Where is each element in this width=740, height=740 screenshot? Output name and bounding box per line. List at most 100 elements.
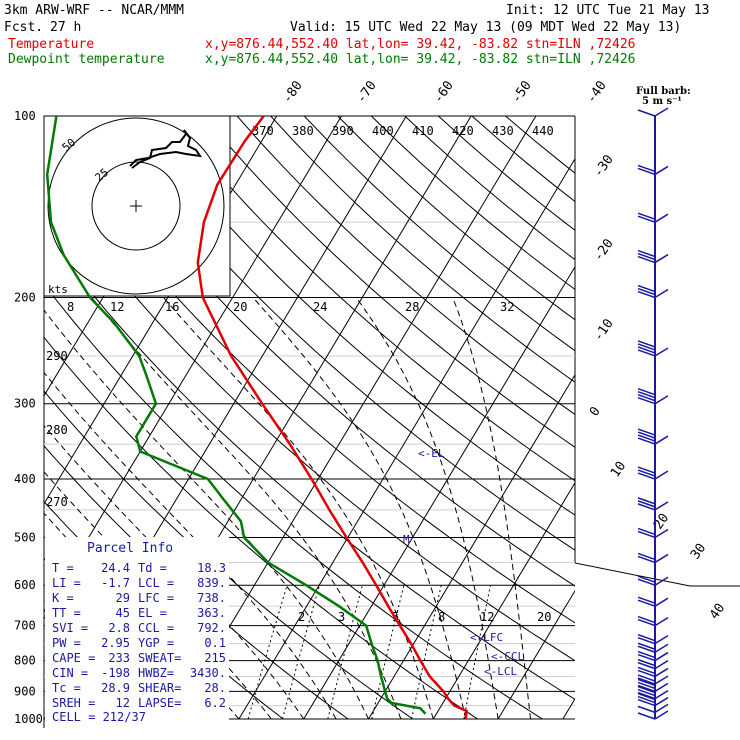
barb-flag: [637, 431, 656, 439]
barb-shaft: [654, 528, 669, 539]
dry-adiabat: [303, 116, 575, 352]
barb-flag: [637, 691, 656, 700]
barb-flag: [637, 340, 656, 348]
barb-shaft: [654, 689, 669, 700]
parcel-row-value-b: 792.: [197, 621, 226, 635]
wind-barb: [637, 284, 669, 299]
barb-flag: [637, 252, 656, 261]
dry-adiabat: [337, 116, 575, 321]
dry-adiabat: [44, 178, 575, 662]
barb-shaft: [654, 107, 669, 117]
isobar-label-500: 500: [14, 530, 36, 544]
isobar-label-300: 300: [14, 397, 36, 411]
barb-shaft: [654, 635, 669, 645]
barb-flag: [637, 393, 656, 402]
parcel-row-value-b: 28.: [204, 681, 226, 695]
wind-barb: [637, 552, 669, 564]
mixing-ratio-line: [247, 585, 288, 720]
parcel-row-label-a: CAPE =: [52, 651, 95, 665]
hodograph: 50 25 kts: [43, 115, 231, 297]
mixing-ratio-label-lower: 8: [438, 610, 445, 624]
barb-flag: [637, 599, 656, 607]
isotherm: [562, 697, 575, 720]
barb-shaft: [654, 710, 669, 720]
dew-legend-label: Dewpoint temperature: [8, 52, 165, 67]
barb-shaft: [654, 395, 669, 405]
theta-label-left: 280: [46, 423, 68, 437]
isotherm-label-right: 40: [707, 601, 728, 622]
barb-flag: [637, 596, 656, 604]
valid-time: Valid: 15 UTC Wed 22 May 13 (09 MDT Wed …: [290, 20, 681, 35]
barb-flag: [637, 684, 656, 693]
moist-adiabat: [91, 297, 402, 720]
el-marker: <-EL: [418, 447, 445, 460]
theta-label-top: 430: [492, 124, 514, 138]
barb-flag: [637, 698, 656, 707]
wind-barb: [637, 666, 669, 678]
barb-shaft: [654, 213, 669, 223]
parcel-row-value-b: 18.3: [197, 561, 226, 575]
moist-adiabat: [355, 297, 499, 720]
barb-flag: [637, 503, 656, 511]
parcel-row-value-a: -198: [101, 666, 130, 680]
parcel-row-value-a: 2.8: [108, 621, 130, 635]
dry-adiabat: [44, 336, 478, 720]
barb-flag: [637, 396, 656, 405]
wind-barb: [637, 615, 669, 627]
isotherm: [628, 116, 740, 719]
fcst-label: Fcst.: [4, 20, 43, 35]
parcel-row-label-a: PW =: [52, 636, 81, 650]
barb-flag: [637, 650, 656, 659]
hodograph-units: kts: [48, 283, 68, 296]
barb-flag: [637, 255, 656, 264]
barb-shaft: [654, 643, 669, 653]
hodograph-ring-inner: [91, 161, 181, 251]
barb-flag: [637, 658, 656, 667]
theta-label-left: 270: [46, 495, 68, 509]
dry-adiabat: [136, 116, 575, 516]
barb-flag: [637, 527, 656, 536]
isotherm-label-top: -40: [584, 78, 610, 106]
parcel-row-label-a: T =: [52, 561, 74, 575]
isotherm-label-top: -80: [280, 78, 306, 106]
barb-flag: [637, 636, 656, 645]
wind-barb: [637, 674, 669, 685]
barb-shaft: [654, 553, 669, 564]
dry-adiabat: [270, 116, 575, 383]
barb-flag: [637, 428, 656, 436]
isotherm-label-right: 30: [688, 541, 709, 562]
mixing-ratio-label-upper: 28: [405, 300, 419, 314]
m-marker: M: [403, 533, 410, 546]
barb-flag: [637, 555, 656, 564]
moist-adiabat: [163, 297, 434, 720]
isobar-label-100: 100: [14, 109, 36, 123]
level-markers: <-EL M <-LFC <-CCL <-LCL: [403, 447, 524, 678]
isobar-label-400: 400: [14, 472, 36, 486]
barb-flag: [637, 349, 656, 357]
parcel-row-label-b: LAPSE=: [138, 696, 181, 710]
dry-adiabat: [169, 116, 575, 482]
barb-flag: [637, 705, 656, 714]
isobar-label-800: 800: [14, 654, 36, 668]
dry-adiabat: [203, 116, 575, 448]
barb-flag: [637, 685, 656, 694]
parcel-info-rows: T = 24.4 Td = 18.3 LI = -1.7 LCL = 839. K = 29 LFC…: [52, 561, 226, 710]
parcel-row-value-b: 363.: [197, 606, 226, 620]
parcel-row-label-a: LI =: [52, 576, 81, 590]
wind-barb: [637, 678, 669, 693]
wind-barb: [637, 107, 669, 117]
ccl-marker: <-CCL: [491, 650, 524, 663]
mixing-ratio-label-upper: 24: [313, 300, 327, 314]
wind-barb: [637, 685, 669, 700]
parcel-row-value-b: 839.: [197, 576, 226, 590]
isotherm-label-top: -50: [509, 78, 535, 106]
theta-label-top: 400: [372, 124, 394, 138]
barb-flag: [637, 669, 656, 678]
moist-adiabat: [44, 309, 369, 720]
wind-barb: [637, 164, 669, 176]
barb-legend-line2: 5 m s⁻¹: [642, 96, 682, 107]
theta-label-top: 420: [452, 124, 474, 138]
parcel-row-label-b: YGP =: [138, 636, 174, 650]
barb-shaft: [654, 597, 669, 607]
